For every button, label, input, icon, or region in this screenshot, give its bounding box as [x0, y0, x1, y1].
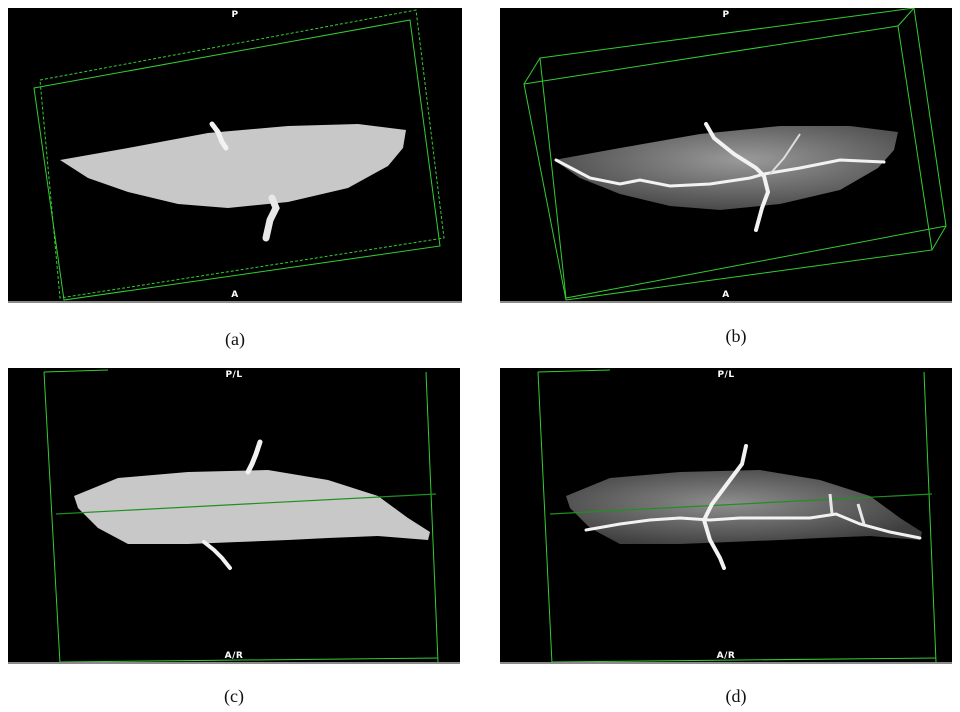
- vessel-top: [245, 439, 263, 475]
- bounding-box-frame: [43, 371, 61, 664]
- organ-shape: [60, 124, 406, 208]
- panel-baseline: [500, 301, 952, 303]
- vessel-branch: [856, 503, 866, 525]
- panel-baseline: [500, 662, 952, 664]
- bounding-box-top: [537, 369, 611, 373]
- bounding-box-bottom: [59, 657, 439, 663]
- bounding-box-edge: [897, 8, 915, 27]
- bounding-box-back: [39, 9, 445, 299]
- render-scene-b: [523, 8, 947, 301]
- render-scene-d: [537, 369, 937, 664]
- orientation-label-top: P: [231, 10, 239, 20]
- render-view-a[interactable]: P A: [8, 8, 462, 303]
- orientation-label-top: P: [722, 10, 730, 20]
- vessel-branch: [769, 133, 801, 175]
- vessel-tree: [584, 512, 922, 540]
- orientation-label-top: P/L: [717, 370, 735, 380]
- render-scene-c: [43, 369, 439, 664]
- caption-d: (d): [725, 686, 747, 706]
- vessel-top: [209, 121, 229, 151]
- orientation-label-top: P/L: [225, 370, 243, 380]
- orientation-label-bottom: A/R: [224, 651, 244, 661]
- render-view-c[interactable]: P/L A/R: [8, 368, 460, 664]
- render-scene-a: [33, 9, 445, 301]
- bounding-box-edge: [523, 57, 541, 85]
- bounding-box-frame: [425, 371, 439, 663]
- orientation-label-bottom: A: [722, 290, 730, 300]
- panel-baseline: [8, 662, 460, 664]
- organ-shape: [74, 470, 430, 544]
- bounding-box-edge: [931, 225, 947, 251]
- bounding-box-bottom: [551, 657, 937, 663]
- organ-shape: [554, 126, 898, 210]
- orientation-label-bottom: A: [231, 290, 239, 300]
- render-view-d[interactable]: P/L A/R: [500, 368, 952, 664]
- render-view-b[interactable]: P A: [500, 8, 952, 303]
- bounding-box-front: [33, 19, 441, 301]
- bounding-box-top: [43, 369, 109, 373]
- caption-c: (c): [224, 686, 244, 706]
- vessel-bottom: [262, 194, 280, 242]
- panel-baseline: [8, 301, 462, 303]
- caption-b: (b): [725, 326, 747, 346]
- vessel-tree: [554, 158, 886, 188]
- bounding-box-frame: [923, 371, 937, 663]
- orientation-label-bottom: A/R: [716, 651, 736, 661]
- vessel-branch: [828, 493, 834, 515]
- clipping-plane: [55, 493, 437, 515]
- bounding-box-frame: [537, 371, 553, 664]
- organ-shape: [566, 470, 922, 544]
- vessel-branch: [701, 444, 748, 570]
- clipping-plane: [549, 493, 933, 515]
- vessel-bottom: [202, 540, 232, 570]
- vessel-branch: [704, 122, 771, 232]
- caption-a: (a): [225, 329, 245, 349]
